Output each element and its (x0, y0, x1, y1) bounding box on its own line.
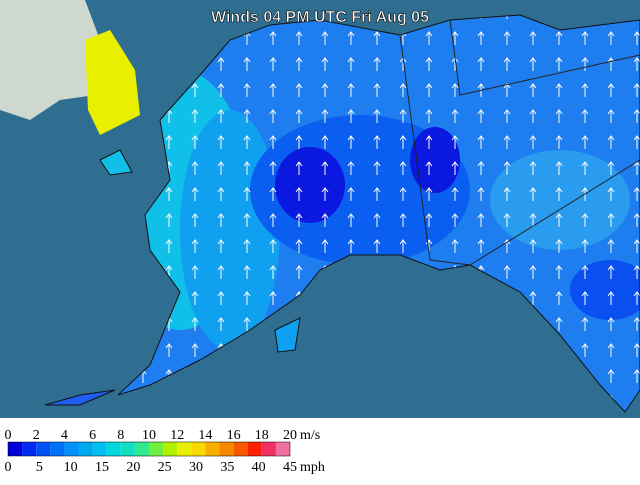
mph-tick-label: 25 (158, 460, 172, 475)
coastline (117, 14, 640, 413)
mph-tick-label: 45 (283, 460, 297, 475)
mph-tick-label: 35 (220, 460, 234, 475)
mph-unit: mph (300, 460, 325, 475)
color-swatch (78, 442, 93, 456)
ms-tick-label: 14 (198, 428, 212, 443)
chukotka (85, 30, 140, 135)
color-swatch (50, 442, 65, 456)
mph-tick-label: 15 (95, 460, 109, 475)
aleutians (44, 389, 116, 406)
color-swatch (163, 442, 178, 456)
color-swatch (233, 442, 248, 456)
color-swatch (205, 442, 220, 456)
ms-tick-label: 10 (142, 428, 156, 443)
ms-tick-label: 12 (170, 428, 184, 443)
ms-tick-label: 2 (33, 428, 40, 443)
mph-tick-label: 30 (189, 460, 203, 475)
color-swatch (22, 442, 37, 456)
mph-tick-label: 20 (126, 460, 140, 475)
color-swatch (134, 442, 149, 456)
color-swatch (247, 442, 262, 456)
ms-tick-label: 16 (227, 428, 241, 443)
mph-tick-label: 40 (252, 460, 266, 475)
color-swatch (191, 442, 206, 456)
legend: 0 2 4 6 8 10 12 14 16 18 20 m/s0 5 10 15 20 25 30 35 40 45 mp… (5, 428, 325, 475)
mph-tick-label: 5 (36, 460, 43, 475)
russia-land (0, 0, 100, 120)
color-swatch (92, 442, 107, 456)
ms-unit: m/s (300, 428, 320, 443)
color-swatch (36, 442, 51, 456)
ms-tick-label: 20 (283, 428, 297, 443)
color-swatch (219, 442, 234, 456)
color-swatch (120, 442, 135, 456)
ms-tick-label: 8 (117, 428, 124, 443)
mph-tick-label: 0 (5, 460, 12, 475)
island (274, 317, 301, 353)
color-swatch (149, 442, 164, 456)
ms-tick-label: 0 (5, 428, 12, 443)
color-swatch (64, 442, 79, 456)
ms-tick-label: 4 (61, 428, 68, 443)
ms-tick-label: 18 (255, 428, 269, 443)
color-swatch (275, 442, 290, 456)
color-swatch (177, 442, 192, 456)
color-swatch (106, 442, 121, 456)
color-swatch (261, 442, 276, 456)
mph-tick-label: 10 (64, 460, 78, 475)
color-swatch (8, 442, 23, 456)
map-title: Winds 04 PM UTC Fri Aug 05 (211, 9, 429, 26)
colorbar-frame (7, 441, 291, 457)
island (99, 149, 133, 176)
ms-tick-label: 6 (89, 428, 96, 443)
